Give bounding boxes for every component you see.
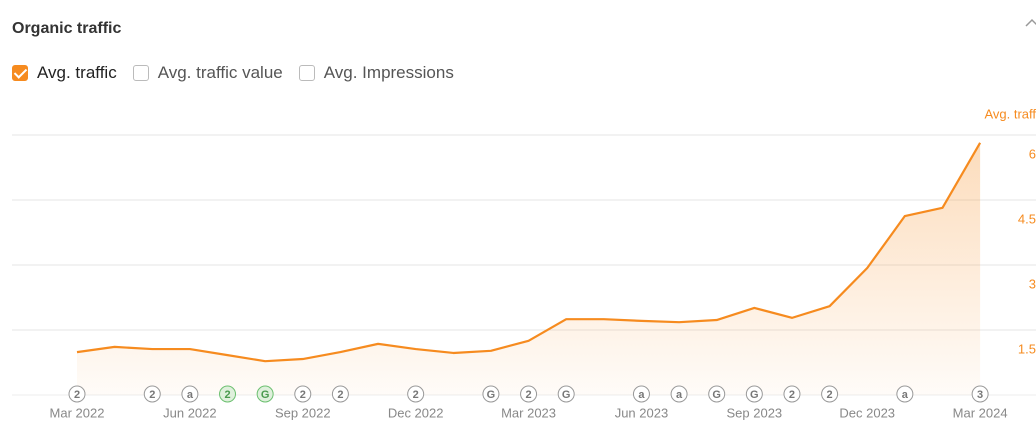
update-marker[interactable]: G <box>482 385 500 403</box>
marker-label: G <box>750 389 759 401</box>
update-marker[interactable]: 2 <box>783 385 801 403</box>
marker-label: G <box>562 389 571 401</box>
checkbox-label[interactable]: Avg. Impressions <box>323 63 454 82</box>
marker-circle <box>971 385 989 403</box>
marker-label: 2 <box>337 389 343 401</box>
update-marker[interactable]: a <box>632 385 650 403</box>
marker-label: a <box>676 389 683 401</box>
update-marker[interactable]: a <box>670 385 688 403</box>
x-tick-label: Jun 2023 <box>615 405 669 420</box>
update-marker[interactable]: 2 <box>821 385 839 403</box>
marker-circle <box>708 385 726 403</box>
marker-circle <box>143 385 161 403</box>
update-marker[interactable]: a <box>181 385 199 403</box>
marker-label: a <box>638 389 645 401</box>
x-tick-label: Dec 2023 <box>839 405 895 420</box>
x-tick-label: Jun 2022 <box>163 405 217 420</box>
marker-circle <box>294 385 312 403</box>
marker-circle <box>219 385 237 403</box>
update-marker[interactable]: 2 <box>520 385 538 403</box>
traffic-line <box>76 142 982 363</box>
marker-label: a <box>902 389 909 401</box>
update-marker[interactable]: 2 <box>294 385 312 403</box>
marker-label: 2 <box>300 389 306 401</box>
marker-circle <box>821 385 839 403</box>
metric-toggles: Avg. traffic Avg. traffic value Avg. Impre… <box>12 63 454 83</box>
checkbox-label[interactable]: Avg. traffic value <box>157 63 283 82</box>
metric-checkbox[interactable]: Avg. traffic <box>12 63 117 83</box>
y-tick-label: 1.5 <box>1018 341 1036 356</box>
update-marker[interactable]: G <box>557 385 575 403</box>
checkbox-box[interactable] <box>298 65 315 81</box>
marker-circle <box>670 385 688 403</box>
metric-checkbox[interactable]: Avg. traffic value <box>132 63 283 83</box>
marker-circle <box>745 385 763 403</box>
y-tick-label: 4.5 <box>1018 211 1036 226</box>
update-marker[interactable]: 2 <box>68 385 86 403</box>
marker-label: 2 <box>827 389 833 401</box>
marker-label: 2 <box>413 389 419 401</box>
widget-title: Organic traffic <box>12 20 122 37</box>
marker-circle <box>783 385 801 403</box>
update-marker[interactable]: 2 <box>407 385 425 403</box>
y-axis-label: Avg. traff <box>984 106 1036 121</box>
marker-circle <box>407 385 425 403</box>
marker-label: 3 <box>977 389 983 401</box>
x-tick-label: Mar 2022 <box>50 405 105 420</box>
checkbox-label[interactable]: Avg. traffic <box>37 63 117 82</box>
marker-label: G <box>487 389 496 401</box>
update-marker[interactable]: G <box>745 385 763 403</box>
marker-circle <box>331 385 349 403</box>
metric-checkbox[interactable]: Avg. Impressions <box>298 63 454 83</box>
marker-label: G <box>261 389 270 401</box>
marker-label: G <box>712 389 721 401</box>
marker-circle <box>557 385 575 403</box>
x-tick-label: Sep 2022 <box>275 405 331 420</box>
marker-circle <box>896 385 914 403</box>
marker-label: 2 <box>789 389 795 401</box>
update-marker[interactable]: 2 <box>143 385 161 403</box>
collapse-icon[interactable] <box>1025 18 1036 27</box>
marker-circle <box>256 385 274 403</box>
update-marker[interactable]: 3 <box>971 385 989 403</box>
traffic-area <box>77 142 981 395</box>
y-tick-label: 3 <box>1029 276 1036 291</box>
update-marker[interactable]: G <box>256 385 274 403</box>
marker-circle <box>520 385 538 403</box>
y-tick-label: 6 <box>1029 146 1036 161</box>
marker-label: 2 <box>224 389 230 401</box>
marker-circle <box>68 385 86 403</box>
marker-label: 2 <box>149 389 155 401</box>
update-marker[interactable]: a <box>896 385 914 403</box>
x-tick-label: Dec 2022 <box>388 405 444 420</box>
marker-label: a <box>187 389 194 401</box>
update-marker[interactable]: 2 <box>219 385 237 403</box>
update-marker[interactable]: 2 <box>331 385 349 403</box>
checkbox-box[interactable] <box>132 65 149 81</box>
x-tick-label: Mar 2024 <box>953 405 1008 420</box>
marker-circle <box>181 385 199 403</box>
update-marker[interactable]: G <box>708 385 726 403</box>
marker-circle <box>632 385 650 403</box>
marker-circle <box>482 385 500 403</box>
x-tick-label: Mar 2023 <box>501 405 556 420</box>
marker-label: 2 <box>525 389 531 401</box>
checkbox-box[interactable] <box>12 65 28 81</box>
marker-label: 2 <box>74 389 80 401</box>
x-tick-label: Sep 2023 <box>727 405 783 420</box>
